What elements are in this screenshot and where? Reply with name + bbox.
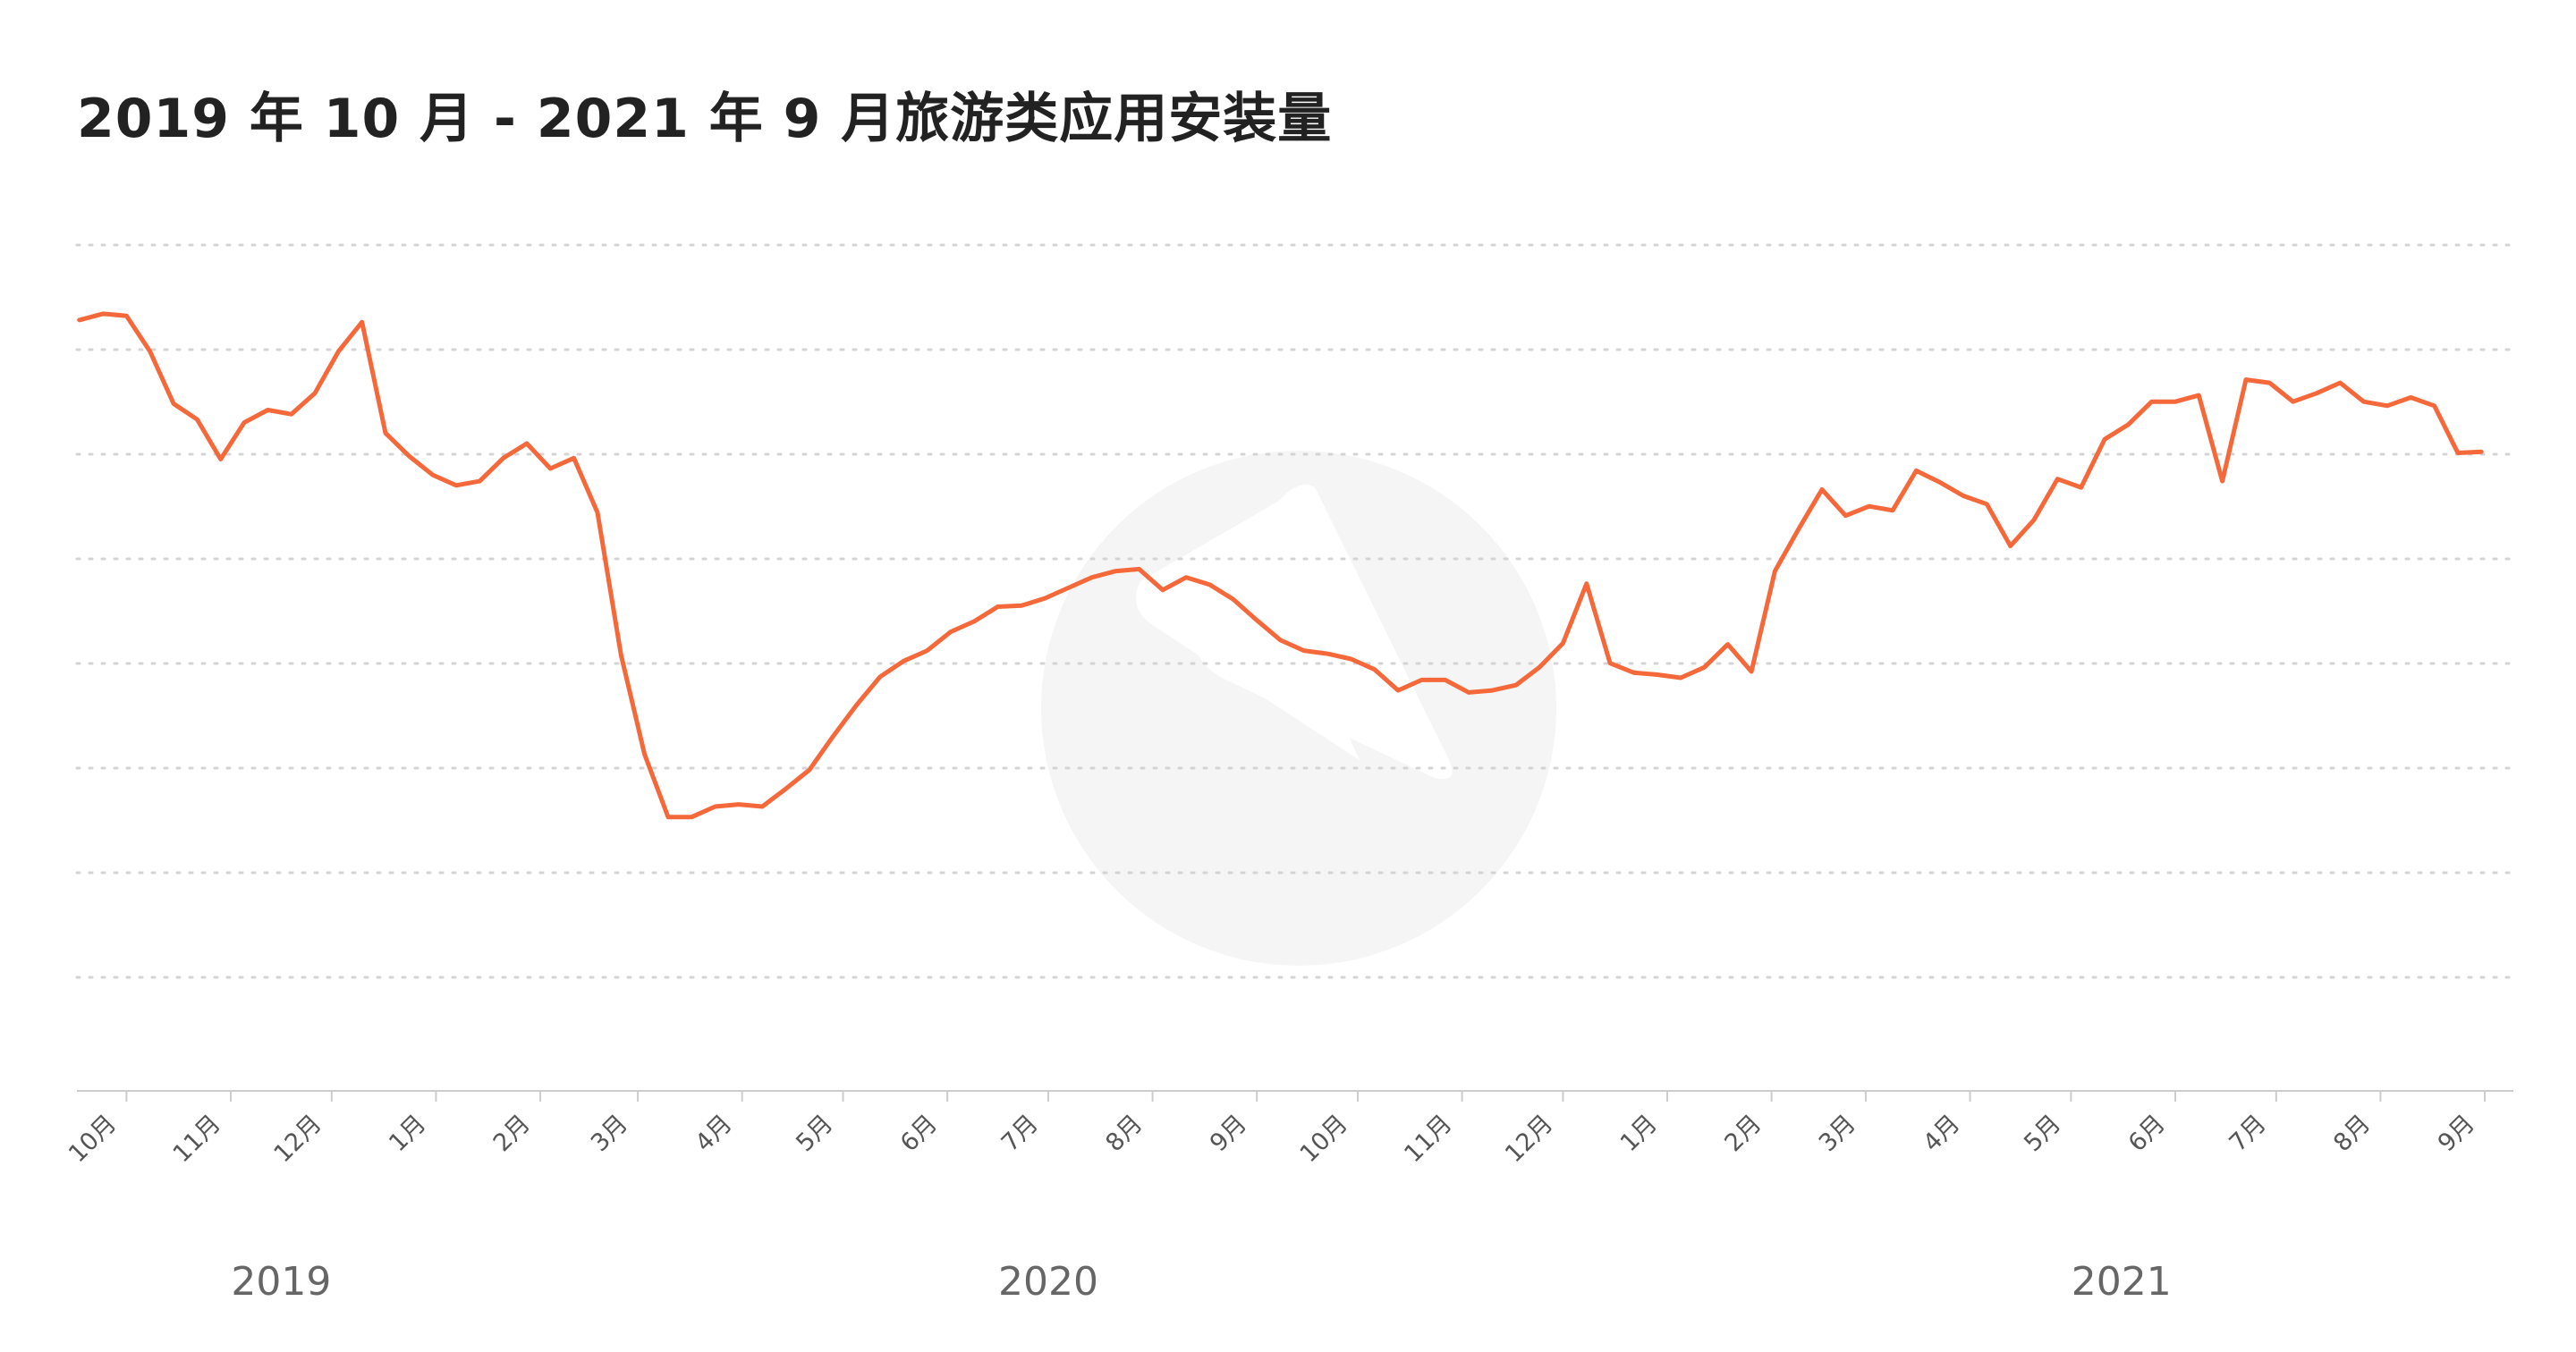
year-label: 2020	[998, 1259, 1098, 1305]
x-tick-label: 7月	[996, 1110, 1044, 1157]
x-tick-label: 11月	[1399, 1110, 1457, 1168]
logo-icon	[1041, 451, 1556, 966]
x-tick-label: 3月	[1814, 1110, 1861, 1157]
x-tick-label: 5月	[2019, 1110, 2066, 1157]
x-tick-label: 4月	[690, 1110, 737, 1157]
chart-title: 2019 年 10 月 - 2021 年 9 月旅游类应用安装量	[77, 88, 1333, 150]
x-tick-label: 8月	[1100, 1110, 1148, 1157]
x-tick-label: 12月	[268, 1110, 326, 1168]
x-tick-label: 1月	[1615, 1110, 1663, 1157]
x-tick-label: 12月	[1500, 1110, 1558, 1168]
x-tick-label: 2月	[488, 1110, 536, 1157]
x-axis: 10月 11月 12月 1月 2月 3月 4月 5月 6月 7月 8月 9月 10月 11月 12月 1月 2月…	[64, 1090, 2513, 1305]
x-tick-label: 4月	[1918, 1110, 1965, 1157]
x-tick-label: 6月	[895, 1110, 943, 1157]
x-tick-label: 10月	[1295, 1110, 1353, 1168]
year-label: 2021	[2072, 1259, 2172, 1305]
x-tick-label: 11月	[168, 1110, 226, 1168]
x-tick-label: 2月	[1719, 1110, 1767, 1157]
x-tick-label: 3月	[586, 1110, 633, 1157]
x-tick-label: 8月	[2328, 1110, 2376, 1157]
gridlines	[75, 243, 2515, 979]
x-tick-label: 6月	[2123, 1110, 2171, 1157]
year-label: 2019	[231, 1259, 331, 1305]
x-tick-label: 7月	[2224, 1110, 2272, 1157]
series-layer	[77, 311, 2484, 820]
x-tick-label: 9月	[2433, 1110, 2480, 1157]
x-tick-label: 10月	[64, 1110, 122, 1168]
x-tick-label: 5月	[791, 1110, 838, 1157]
series-line	[77, 311, 2484, 820]
x-tick-label: 9月	[1205, 1110, 1252, 1157]
x-tick-label: 1月	[384, 1110, 431, 1157]
